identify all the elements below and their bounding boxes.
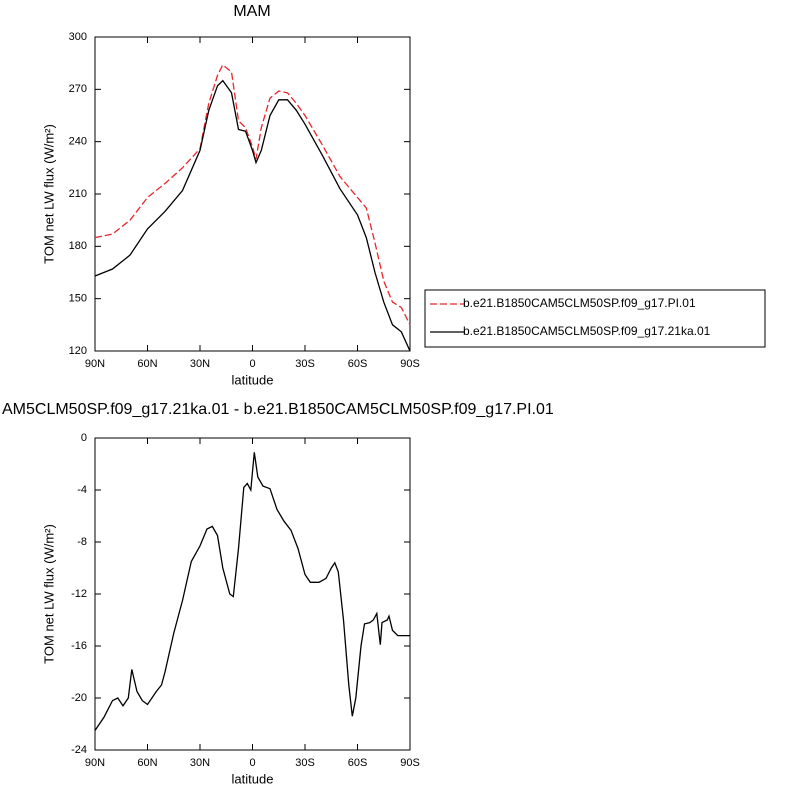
x-tick-label: 90S — [400, 358, 420, 370]
x-tick-label: 60S — [348, 358, 368, 370]
y-tick-label: 120 — [69, 345, 87, 357]
y-tick-label: -16 — [71, 640, 87, 652]
y-tick-label: -12 — [71, 588, 87, 600]
y-axis-label: TOM net LW flux (W/m²) — [41, 524, 56, 664]
data-line — [94, 79, 411, 352]
y-tick-label: 210 — [69, 188, 87, 200]
x-tick-label: 90N — [85, 358, 105, 370]
data-line — [94, 63, 411, 326]
x-axis-label: latitude — [232, 372, 274, 387]
y-tick-label: 240 — [69, 136, 87, 148]
x-tick-label: 60S — [348, 757, 368, 769]
x-tick-label: 90N — [85, 757, 105, 769]
plot-frame — [94, 437, 411, 751]
y-tick-label: -24 — [71, 744, 87, 756]
legend-label: b.e21.B1850CAM5CLM50SP.f09_g17.PI.01 — [463, 296, 696, 310]
y-tick-label: -4 — [77, 484, 87, 496]
y-tick-label: 150 — [69, 293, 87, 305]
legend-box — [424, 289, 766, 348]
x-tick-label: 30N — [190, 757, 210, 769]
data-line — [94, 452, 410, 731]
x-tick-label: 30N — [190, 358, 210, 370]
x-axis-label: latitude — [232, 771, 274, 786]
x-tick-label: 0 — [249, 757, 255, 769]
y-tick-label: -8 — [77, 536, 87, 548]
x-tick-label: 60N — [137, 757, 157, 769]
chart-title: MAM — [233, 3, 270, 20]
x-tick-label: 30S — [295, 358, 315, 370]
y-axis-label: TOM net LW flux (W/m²) — [41, 124, 56, 264]
plot-frame — [94, 36, 411, 352]
y-tick-label: 300 — [69, 31, 87, 43]
x-tick-label: 60N — [137, 358, 157, 370]
x-tick-label: 30S — [295, 757, 315, 769]
y-tick-label: 0 — [81, 432, 87, 444]
y-tick-label: 180 — [69, 240, 87, 252]
y-tick-label: -20 — [71, 692, 87, 704]
chart-title: AM5CLM50SP.f09_g17.21ka.01 - b.e21.B1850… — [2, 401, 554, 418]
x-tick-label: 0 — [249, 358, 255, 370]
x-tick-label: 90S — [400, 757, 420, 769]
y-tick-label: 270 — [69, 83, 87, 95]
legend-label: b.e21.B1850CAM5CLM50SP.f09_g17.21ka.01 — [463, 324, 711, 338]
